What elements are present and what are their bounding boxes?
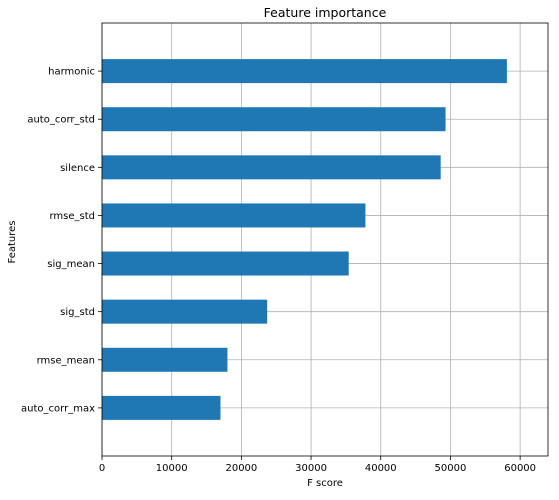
- bar-auto-corr-max: [102, 395, 221, 420]
- x-tick-label: 60000: [504, 463, 536, 474]
- y-tick-label: silence: [60, 163, 95, 174]
- y-axis-label: Features: [7, 221, 18, 264]
- bar-silence: [102, 155, 441, 180]
- bar-sig-std: [102, 299, 268, 324]
- chart-title: Feature importance: [264, 5, 387, 20]
- plot-frame: [101, 22, 549, 457]
- bar-rmse-std: [102, 203, 366, 228]
- x-tick-label: 20000: [225, 463, 257, 474]
- y-tick-label: harmonic: [48, 67, 95, 78]
- x-axis-label: F score: [307, 478, 343, 489]
- grid-layer: [101, 23, 548, 456]
- bar-sig-mean: [102, 251, 349, 276]
- y-tick-label: sig_std: [60, 307, 95, 318]
- bar-harmonic: [102, 59, 507, 84]
- y-tick-label: auto_corr_std: [27, 115, 95, 126]
- x-tick-label: 30000: [295, 463, 327, 474]
- x-tick-label: 50000: [435, 463, 467, 474]
- y-tick-label: rmse_mean: [37, 355, 95, 366]
- labels-layer: Feature importance F score Features: [7, 5, 387, 489]
- x-tick-label: 40000: [365, 463, 397, 474]
- y-tick-label: rmse_std: [49, 211, 95, 222]
- bar-auto-corr-std: [102, 107, 446, 132]
- y-tick-label: sig_mean: [47, 259, 95, 270]
- axes-layer: 0 10000 20000 30000 40000 50000 60000 harmonic a…: [21, 22, 549, 474]
- x-tick-label: 0: [99, 463, 105, 474]
- bar-rmse-mean: [102, 347, 228, 372]
- y-tick-label: auto_corr_max: [21, 403, 95, 414]
- x-tick-label: 10000: [156, 463, 188, 474]
- bars-layer: [102, 59, 507, 420]
